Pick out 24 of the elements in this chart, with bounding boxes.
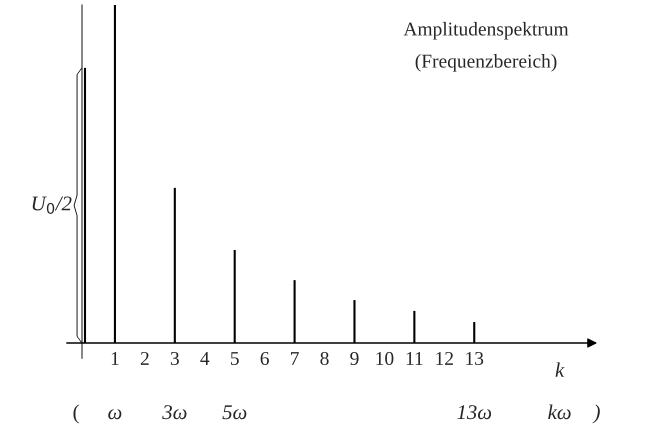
- x-tick-label: 9: [350, 352, 359, 366]
- x-tick-label: 1: [112, 352, 119, 365]
- x-tick-label: 13: [466, 352, 484, 366]
- text: 5ω: [222, 405, 246, 420]
- x-tick-label: 11: [406, 352, 423, 365]
- x-tick-label: 12: [436, 352, 453, 365]
- x-tick-label: 4: [200, 352, 210, 365]
- x-axis-title: k: [556, 362, 565, 377]
- text: (Frequenzbereich): [416, 54, 556, 72]
- x-tick-label: 3: [170, 352, 179, 366]
- text: kω: [548, 404, 571, 420]
- x-tick-label: 6: [260, 352, 269, 366]
- text: ω: [108, 409, 122, 420]
- x-tick-label: 5: [230, 352, 239, 366]
- x-tick-label: 2: [140, 352, 149, 365]
- x-tick-label: 8: [320, 352, 329, 366]
- x-tick-label: 7: [291, 352, 299, 365]
- x-tick-label: 10: [376, 352, 394, 366]
- text: 3ω: [162, 405, 186, 420]
- text: ): [592, 404, 600, 424]
- text: Amplitudenspektrum: [404, 22, 568, 40]
- text: 13ω: [457, 405, 492, 420]
- annotation: U$_{0}$/2: [32, 196, 72, 214]
- text: (: [73, 404, 79, 424]
